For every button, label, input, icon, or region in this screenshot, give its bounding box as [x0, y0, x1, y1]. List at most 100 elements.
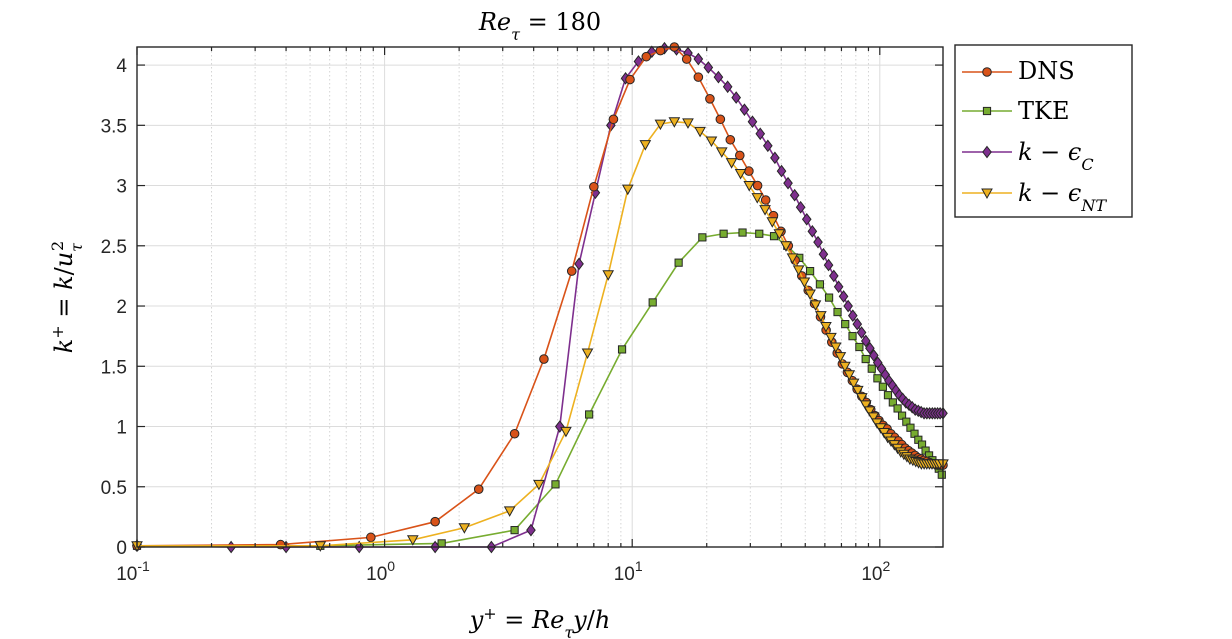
data-point-tke: [805, 266, 815, 276]
data-point-k-eps-nt: [809, 300, 822, 311]
data-point-k-eps-c: [838, 290, 849, 303]
data-point-k-eps-nt: [804, 289, 816, 301]
data-point-k-eps-nt: [863, 406, 876, 417]
data-point-k-eps-nt: [715, 147, 728, 158]
legend-label-k-eps-nt: k − ϵNT: [1018, 179, 1107, 215]
data-point-k-eps-nt: [759, 205, 771, 216]
series-k-eps-nt: [131, 117, 949, 552]
legend-label-dns: DNS: [1018, 57, 1075, 85]
data-point-k-eps-nt: [503, 506, 516, 517]
data-point-k-eps-c: [813, 235, 823, 249]
legend: DNS TKE k − ϵC k − ϵNT: [954, 44, 1133, 218]
data-point-k-eps-c: [739, 103, 750, 116]
data-point-tke: [861, 354, 870, 364]
data-point-k-eps-nt: [602, 270, 615, 281]
data-point-tke: [824, 293, 834, 302]
data-point-dns: [430, 516, 440, 527]
data-point-tke: [674, 258, 683, 267]
data-point-tke: [738, 228, 747, 237]
data-point-tke: [551, 480, 560, 489]
data-point-k-eps-nt: [458, 523, 471, 534]
data-point-k-eps-c: [807, 225, 818, 238]
data-point-dns: [625, 74, 635, 85]
data-point-k-eps-nt: [839, 361, 851, 373]
y-tick-label: 1.5: [101, 357, 127, 378]
data-point-dns: [705, 94, 715, 104]
y-tick-label: 3: [116, 177, 127, 198]
data-point-dns: [734, 150, 745, 161]
data-point-k-eps-c: [833, 280, 844, 294]
data-point-k-eps-nt: [766, 217, 779, 228]
data-point-k-eps-nt: [654, 119, 667, 131]
y-tick-label: 4: [116, 56, 127, 77]
data-point-k-eps-nt: [581, 348, 594, 360]
data-point-tke: [848, 332, 857, 341]
data-point-k-eps-nt: [773, 229, 786, 240]
data-point-k-eps-nt: [694, 126, 706, 138]
x-tick-label: 101: [614, 558, 643, 585]
data-point-dns: [589, 181, 599, 192]
data-point-tke: [883, 391, 893, 400]
x-tick-labels: 10-1 100 101 102: [116, 558, 890, 585]
data-point-k-eps-c: [755, 127, 766, 141]
data-point-tke: [893, 404, 902, 413]
data-point-dns: [473, 484, 484, 494]
data-point-k-eps-c: [703, 61, 714, 74]
data-point-tke: [867, 364, 876, 373]
x-tick-label: 102: [861, 558, 890, 585]
data-point-k-eps-nt: [314, 541, 327, 552]
data-point-k-eps-c: [722, 80, 733, 94]
data-point-k-eps-c: [776, 164, 787, 178]
y-tick-label: 2: [116, 297, 127, 318]
data-point-k-eps-nt: [829, 342, 842, 354]
x-tick-label: 100: [366, 558, 395, 585]
data-point-tke: [437, 539, 446, 548]
data-point-k-eps-nt: [780, 241, 792, 252]
data-point-k-eps-c: [770, 151, 780, 165]
series-tke: [132, 228, 946, 550]
legend-label-k-eps-c: k − ϵC: [1018, 138, 1094, 174]
data-point-tke: [510, 526, 519, 535]
legend-marker-k-eps-nt: [981, 188, 993, 200]
data-point-k-eps-c: [865, 341, 875, 355]
data-point-tke: [937, 470, 946, 479]
data-point-dns: [641, 51, 652, 62]
data-point-k-eps-c: [789, 188, 800, 202]
data-point-tke: [648, 298, 657, 307]
plot-frame: [136, 46, 944, 548]
data-point-k-eps-c: [801, 212, 812, 226]
data-point-tke: [617, 345, 627, 354]
legend-marker-k-eps-c: [982, 145, 992, 159]
data-point-k-eps-nt: [814, 311, 827, 322]
data-point-dns: [681, 54, 692, 64]
data-point-k-eps-c: [574, 257, 584, 271]
data-point-k-eps-c: [843, 299, 853, 313]
data-point-k-eps-c: [747, 115, 758, 129]
data-point-k-eps-c: [693, 52, 704, 66]
data-point-k-eps-c: [828, 269, 839, 283]
data-point-k-eps-nt: [533, 479, 545, 491]
data-point-tke: [815, 280, 825, 289]
data-point-k-eps-c: [856, 326, 867, 339]
data-point-k-eps-c: [818, 247, 829, 261]
data-point-k-eps-c: [731, 91, 742, 104]
legend-marker-tke: [982, 106, 992, 116]
y-tick-label: 1: [116, 418, 127, 439]
data-point-k-eps-nt: [825, 332, 837, 344]
data-point-k-eps-nt: [798, 277, 811, 288]
chart-title: Reτ = 180: [478, 8, 601, 44]
data-point-k-eps-c: [860, 334, 871, 348]
y-tick-labels: 0 0.5 1 1.5 2 2.5 3 3.5 4: [101, 56, 128, 559]
y-axis-label: k+ = k/uτ2: [48, 241, 86, 353]
data-point-k-eps-c: [847, 309, 858, 322]
data-point-dns: [760, 195, 771, 205]
data-point-k-eps-nt: [682, 118, 694, 129]
data-point-dns: [752, 180, 763, 191]
legend-swatches: [962, 67, 1012, 200]
data-point-k-eps-nt: [859, 400, 872, 411]
data-point-k-eps-c: [852, 317, 863, 331]
data-point-dns: [366, 532, 376, 543]
data-point-k-eps-nt: [751, 193, 764, 204]
data-point-k-eps-nt: [786, 253, 799, 264]
